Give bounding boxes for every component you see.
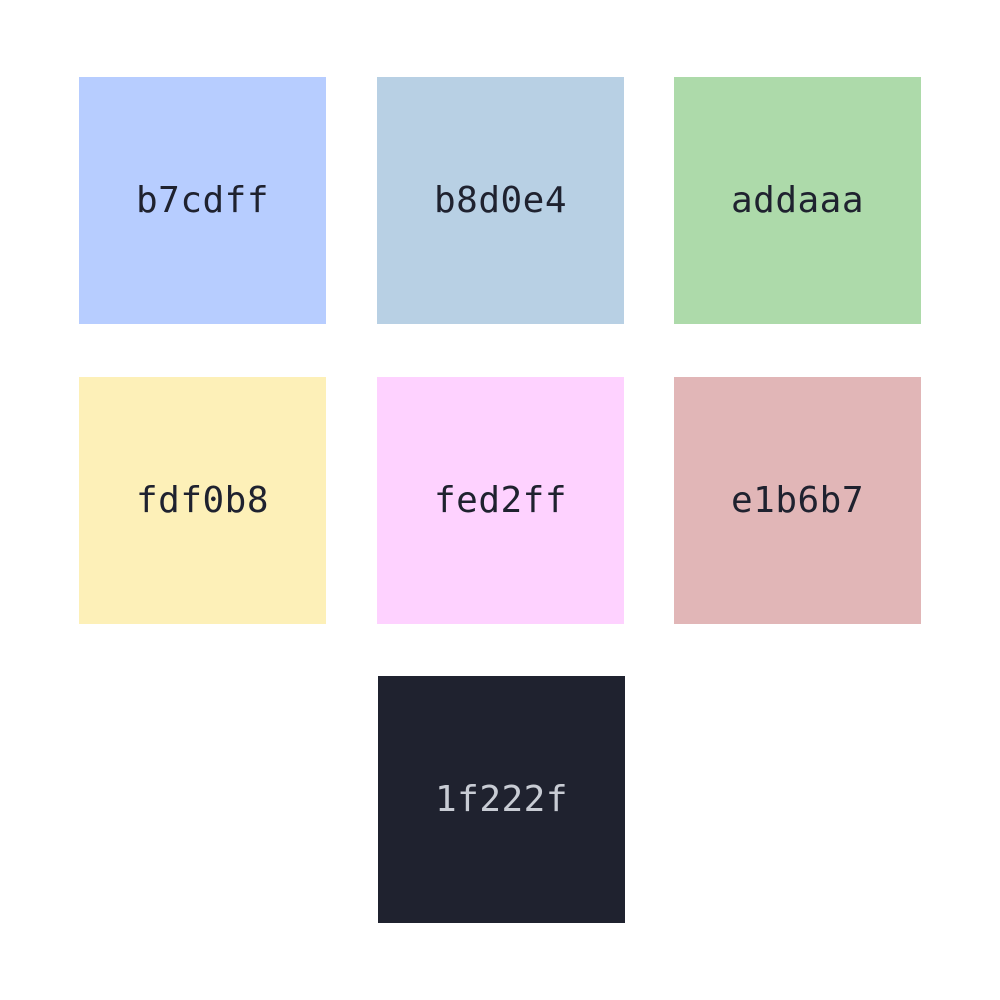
swatch-hex-label: addaaa — [730, 180, 865, 221]
color-swatch-addaaa: addaaa — [674, 77, 921, 324]
swatch-hex-label: fdf0b8 — [135, 480, 270, 521]
color-swatch-e1b6b7: e1b6b7 — [674, 377, 921, 624]
swatch-hex-label: b8d0e4 — [433, 180, 568, 221]
swatch-hex-label: e1b6b7 — [730, 480, 865, 521]
swatch-hex-label: 1f222f — [434, 779, 569, 820]
color-swatch-fdf0b8: fdf0b8 — [79, 377, 326, 624]
swatch-hex-label: fed2ff — [433, 480, 568, 521]
color-swatch-1f222f: 1f222f — [378, 676, 625, 923]
color-swatch-b8d0e4: b8d0e4 — [377, 77, 624, 324]
color-swatch-fed2ff: fed2ff — [377, 377, 624, 624]
swatch-hex-label: b7cdff — [135, 180, 270, 221]
color-swatch-b7cdff: b7cdff — [79, 77, 326, 324]
